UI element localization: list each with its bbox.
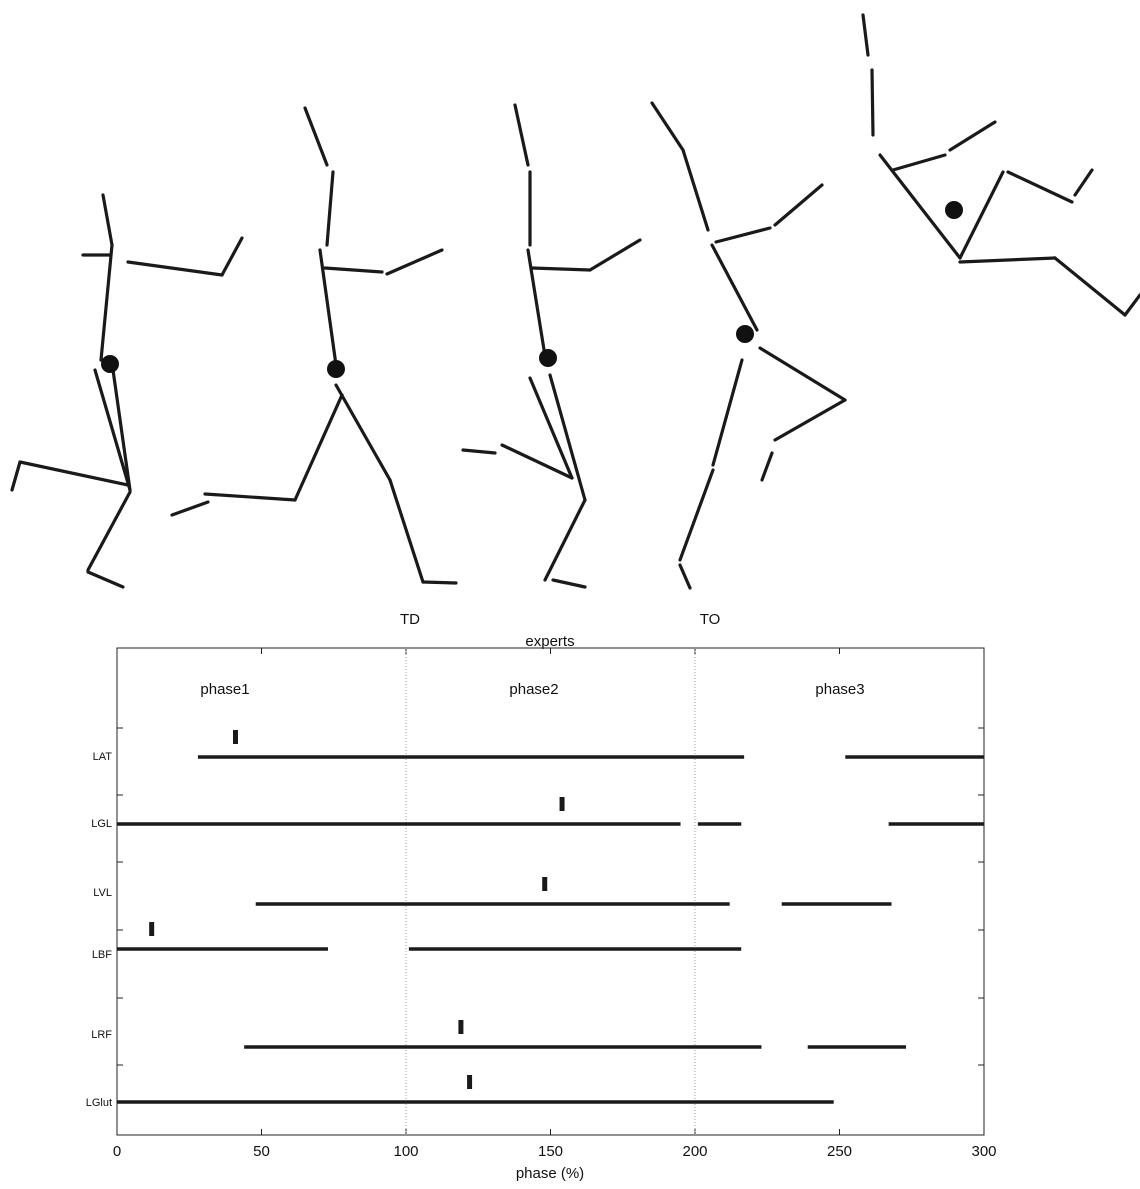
x-axis-label: phase (%) <box>516 1165 584 1182</box>
annotation: TD <box>400 611 420 628</box>
x-tick-label: 50 <box>253 1143 270 1160</box>
x-tick-label: 150 <box>538 1143 563 1160</box>
phase-label: phase3 <box>815 681 864 698</box>
peak-marker <box>149 922 155 936</box>
chart-title: experts <box>525 633 574 650</box>
x-tick-label: 300 <box>971 1143 996 1160</box>
x-tick-label: 0 <box>113 1143 121 1160</box>
phase-label: phase2 <box>509 681 558 698</box>
peak-marker <box>467 1075 473 1089</box>
peak-marker <box>458 1020 464 1034</box>
phase-label: phase1 <box>200 681 249 698</box>
peak-marker <box>559 797 565 811</box>
y-axis-ticks <box>117 727 984 1066</box>
y-tick-label: LGL <box>91 818 112 830</box>
peak-marker <box>232 730 238 744</box>
y-tick-label: LGlut <box>86 1097 112 1109</box>
x-tick-label: 200 <box>682 1143 707 1160</box>
y-tick-label: LBF <box>92 949 112 961</box>
peak-marker <box>542 877 548 891</box>
y-tick-label: LVL <box>93 887 112 899</box>
y-tick-label: LAT <box>93 751 113 763</box>
annotation: TO <box>700 611 721 628</box>
plot-frame <box>116 647 985 1136</box>
x-tick-label: 100 <box>393 1143 418 1160</box>
stick-figures <box>10 13 1140 590</box>
x-tick-label: 250 <box>827 1143 852 1160</box>
y-tick-label: LRF <box>91 1029 112 1041</box>
